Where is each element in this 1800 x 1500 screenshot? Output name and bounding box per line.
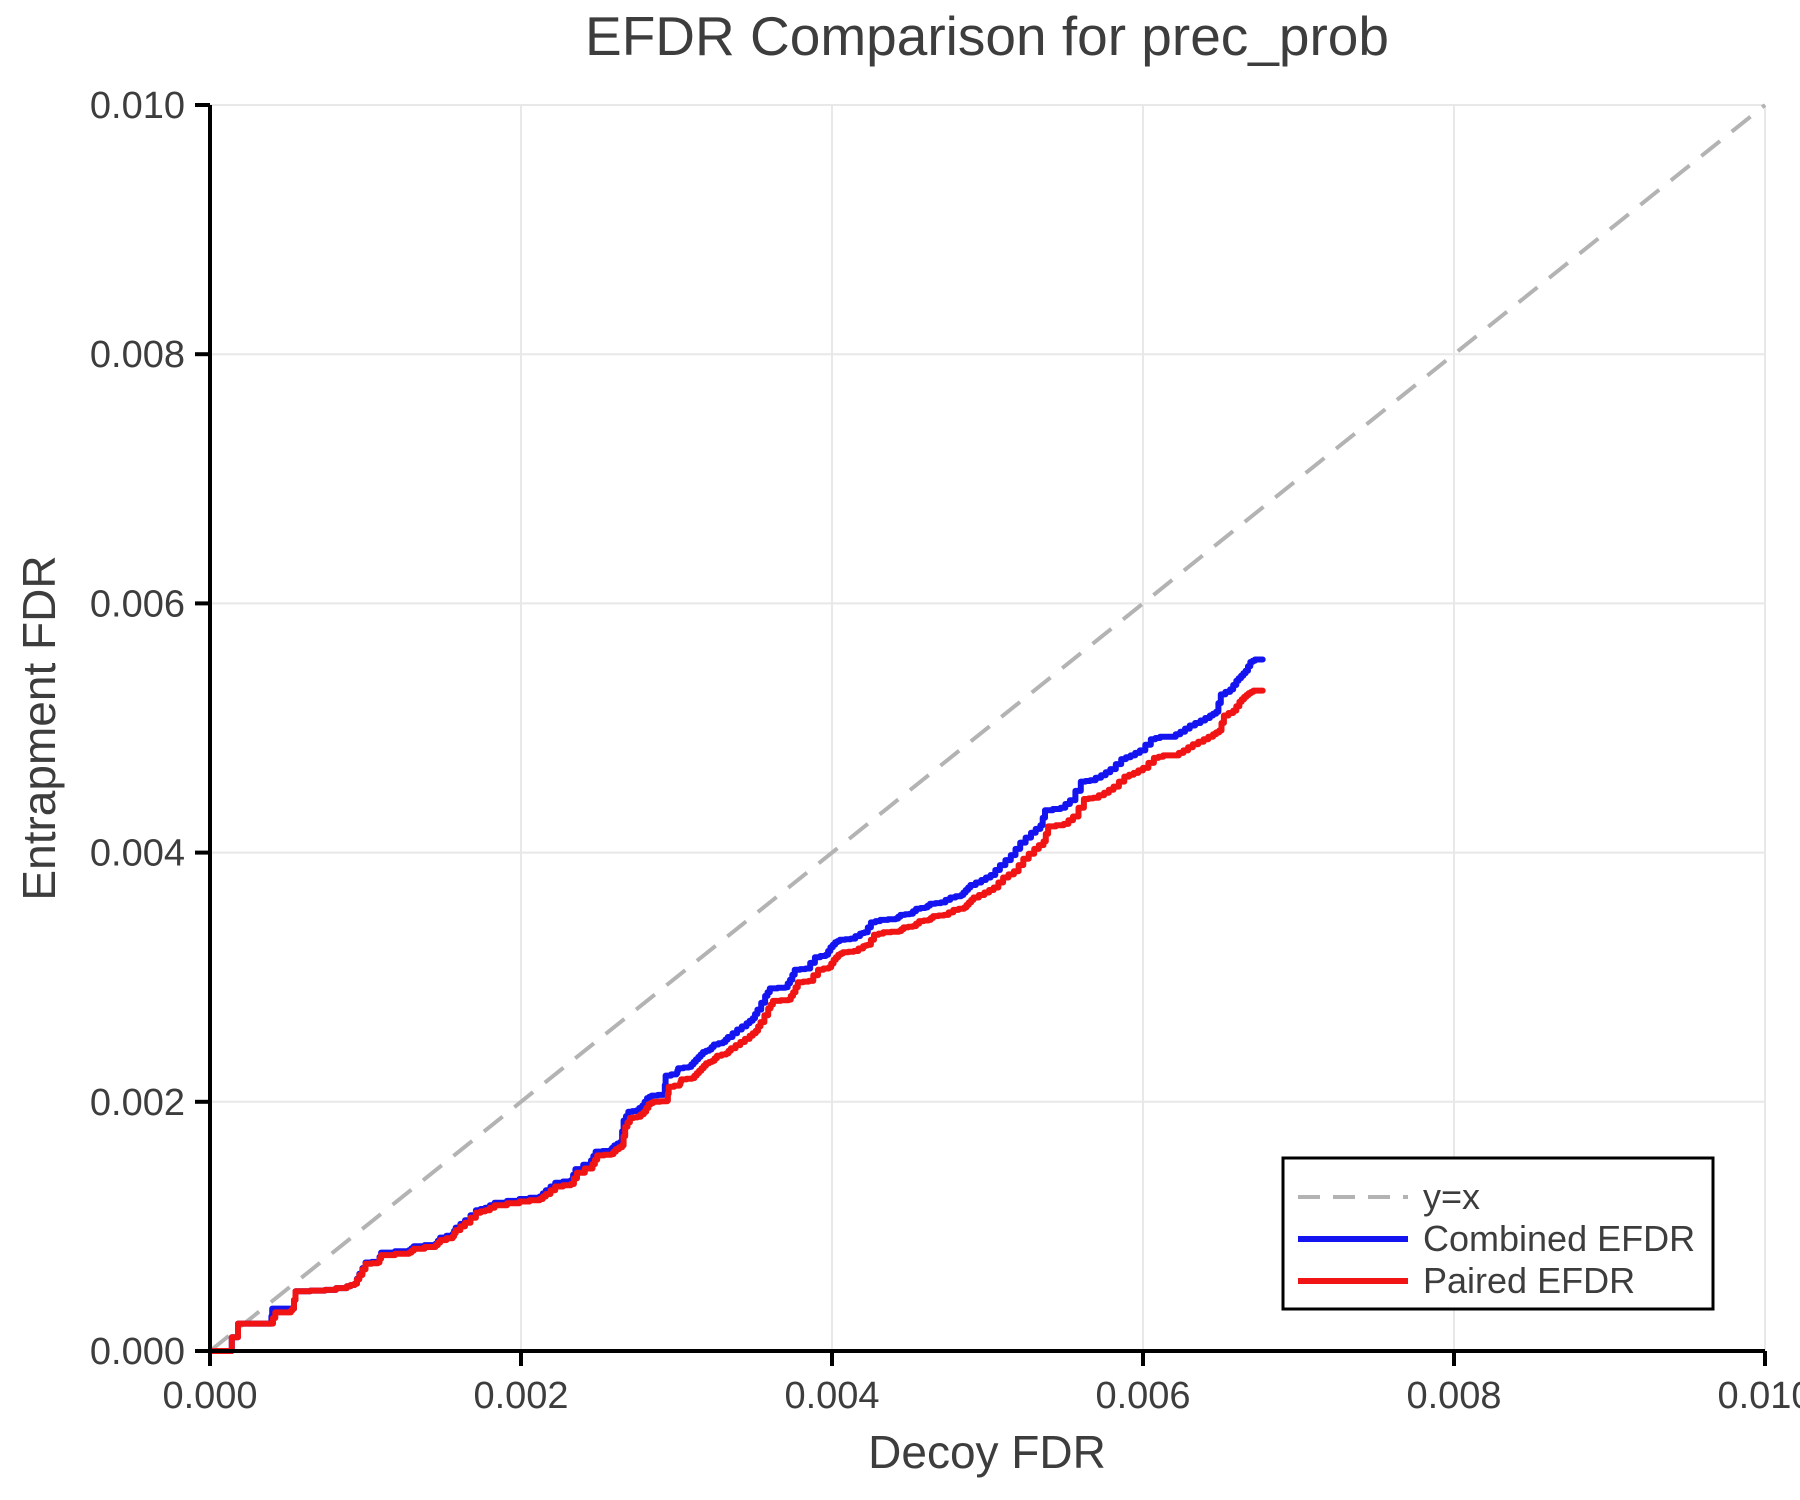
y-tick-label: 0.002 — [90, 1082, 185, 1124]
x-tick-label: 0.006 — [1095, 1375, 1190, 1417]
paired_efdr-line — [207, 687, 1266, 1354]
axes — [195, 103, 1767, 1366]
y-tick-label: 0.010 — [90, 85, 185, 127]
y-tick-label: 0.008 — [90, 334, 185, 376]
x-tick-label: 0.008 — [1406, 1375, 1501, 1417]
x-tick-label: 0.002 — [473, 1375, 568, 1417]
y-tick-label: 0.000 — [90, 1331, 185, 1373]
y-tick-label: 0.004 — [90, 833, 185, 875]
data-series-group — [207, 656, 1266, 1354]
gridlines — [210, 104, 1766, 1351]
legend-label-paired_efdr: Paired EFDR — [1423, 1260, 1635, 1301]
x-tick-label: 0.004 — [784, 1375, 879, 1417]
y-axis-label: Entrapment FDR — [13, 555, 65, 900]
chart-title: EFDR Comparison for prec_prob — [585, 5, 1389, 67]
legend-label-combined_efdr: Combined EFDR — [1423, 1218, 1695, 1259]
combined_efdr-line — [207, 656, 1266, 1354]
tick-labels: 0.000 0.002 0.004 0.006 0.008 0.010 0.000 0.002… — [90, 85, 1800, 1417]
legend-label-identity: y=x — [1423, 1176, 1480, 1217]
identity-line — [208, 103, 1767, 1353]
x-tick-label: 0.000 — [162, 1375, 257, 1417]
x-axis-label: Decoy FDR — [868, 1426, 1106, 1478]
y-tick-label: 0.006 — [90, 583, 185, 625]
identity-line-group — [208, 103, 1767, 1353]
x-tick-label: 0.010 — [1717, 1375, 1800, 1417]
